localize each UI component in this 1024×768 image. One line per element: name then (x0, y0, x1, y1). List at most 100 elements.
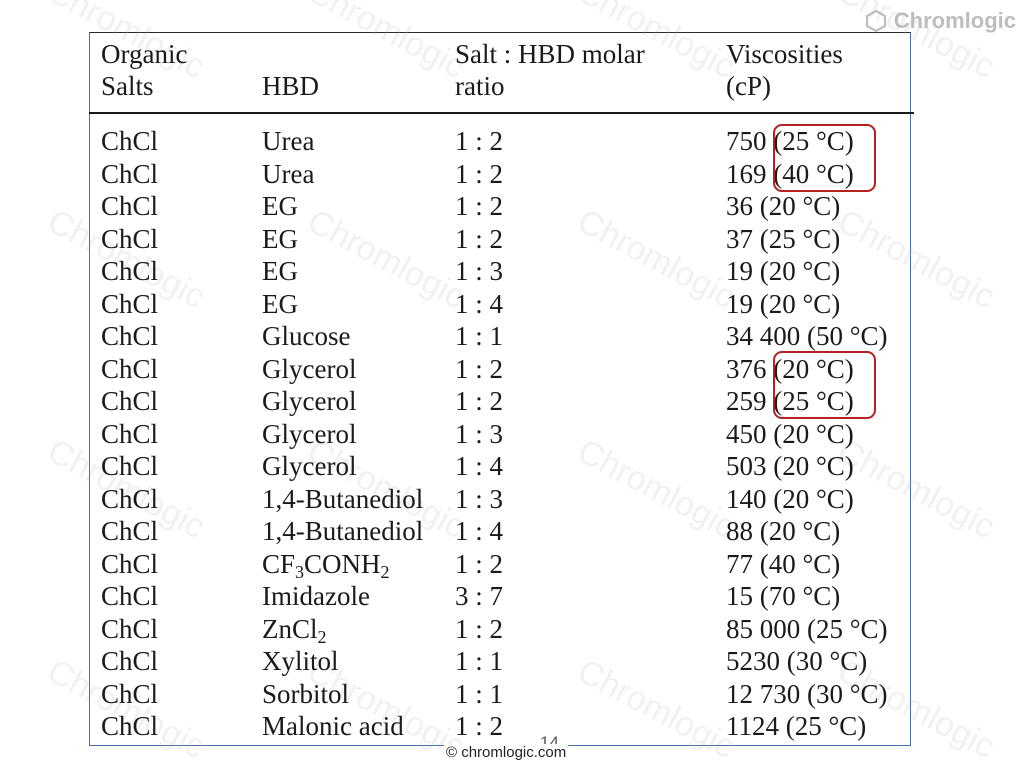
cell-viscosity: 5230 (30 °C) (726, 646, 868, 676)
cell-salt: ChCl (101, 516, 159, 546)
cell-viscosity: 88 (20 °C) (726, 516, 841, 546)
cell-viscosity: 450 (20 °C) (726, 418, 854, 449)
header-hbd: HBD (262, 38, 319, 102)
cell-hbd: Sorbitol (262, 678, 350, 709)
header-hbd-line2: HBD (262, 71, 320, 101)
cell-salt: ChCl (101, 581, 159, 611)
cell-salt: ChCl (101, 256, 159, 286)
cell-viscosity: 34 400 (50 °C) (726, 321, 888, 351)
cell-viscosity: 140 (20 °C) (726, 483, 854, 514)
cell-hbd: Malonic acid (262, 711, 404, 741)
cell-salt: ChCl (101, 158, 159, 189)
cell-hbd: EG (262, 256, 298, 286)
brand-logo: Chromlogic (864, 8, 1016, 34)
cell-hbd: Glycerol (262, 386, 357, 416)
cell-salt: ChCl (101, 613, 159, 644)
header-salt-line2: Salts (101, 71, 154, 101)
hexagon-logo-icon (865, 9, 886, 33)
cell-hbd: ZnCl2 (262, 613, 327, 653)
logo-text: Chromlogic (893, 8, 1016, 33)
cell-ratio: 1 : 4 (455, 516, 504, 546)
cell-viscosity: 12 730 (30 °C) (726, 678, 888, 709)
cell-salt: ChCl (101, 126, 159, 156)
cell-ratio: 1 : 2 (455, 353, 504, 384)
cell-viscosity: 77 (40 °C) (726, 548, 841, 579)
cell-viscosity: 85 000 (25 °C) (726, 613, 888, 644)
header-visc-line2: (cP) (726, 71, 771, 101)
cell-hbd: Imidazole (262, 581, 370, 611)
cell-viscosity: 503 (20 °C) (726, 451, 854, 481)
cell-salt: ChCl (101, 321, 159, 351)
header-ratio-line1: Salt : HBD molar (455, 39, 645, 69)
formula-part: CONH (304, 548, 381, 579)
cell-salt: ChCl (101, 386, 159, 416)
header-ratio-line2: ratio (455, 71, 505, 101)
header-hbd-line1 (262, 38, 319, 70)
cell-ratio: 1 : 1 (455, 321, 504, 351)
cell-viscosity: 1124 (25 °C) (726, 711, 867, 741)
cell-viscosity: 15 (70 °C) (726, 581, 841, 611)
cell-hbd: Urea (262, 126, 315, 156)
cell-hbd: Xylitol (262, 646, 339, 676)
cell-ratio: 1 : 2 (455, 386, 504, 416)
header-rule (89, 112, 914, 114)
cell-hbd: Glycerol (262, 451, 357, 481)
cell-salt: ChCl (101, 191, 159, 221)
cell-hbd: Glycerol (262, 418, 357, 449)
cell-salt: ChCl (101, 483, 159, 514)
subscript: 3 (295, 561, 305, 582)
cell-viscosity: 36 (20 °C) (726, 191, 841, 221)
cell-salt: ChCl (101, 288, 159, 319)
cell-ratio: 1 : 2 (455, 223, 504, 254)
cell-hbd: 1,4-Butanediol (262, 516, 424, 546)
header-molar-ratio: Salt : HBD molar ratio (455, 38, 645, 102)
cell-salt: ChCl (101, 711, 159, 741)
highlight-box-urea-temps (773, 124, 876, 192)
cell-viscosity: 37 (25 °C) (726, 223, 841, 254)
header-visc-line1: Viscosities (726, 39, 843, 69)
cell-salt: ChCl (101, 451, 159, 481)
cell-ratio: 1 : 2 (455, 548, 504, 579)
cell-salt: ChCl (101, 353, 159, 384)
cell-viscosity: 19 (20 °C) (726, 256, 841, 286)
cell-ratio: 1 : 4 (455, 451, 504, 481)
cell-ratio: 1 : 3 (455, 483, 504, 514)
cell-hbd: 1,4-Butanediol (262, 483, 424, 514)
header-salt-line1: Organic (101, 39, 188, 69)
cell-ratio: 1 : 2 (455, 126, 504, 156)
header-viscosities: Viscosities (cP) (726, 38, 843, 102)
cell-ratio: 1 : 2 (455, 613, 504, 644)
cell-viscosity: 750 (25 °C) (726, 126, 854, 156)
cell-viscosity: 19 (20 °C) (726, 288, 841, 319)
cell-viscosity: 376 (20 °C) (726, 353, 854, 384)
cell-salt: ChCl (101, 418, 159, 449)
highlight-box-glycerol-temps (773, 351, 876, 419)
formula-part: CF (262, 548, 296, 579)
cell-hbd: EG (262, 223, 298, 254)
cell-hbd: Glycerol (262, 353, 357, 384)
cell-viscosity: 169 (40 °C) (726, 158, 854, 189)
cell-ratio: 3 : 7 (455, 581, 504, 611)
cell-hbd: Urea (262, 158, 315, 189)
cell-ratio: 1 : 2 (455, 158, 504, 189)
header-organic-salts: Organic Salts (101, 38, 187, 102)
cell-ratio: 1 : 1 (455, 678, 504, 709)
cell-ratio: 1 : 3 (455, 418, 504, 449)
cell-ratio: 1 : 2 (455, 191, 504, 221)
cell-hbd: CF3CONH2 (262, 548, 390, 588)
cell-hbd: Glucose (262, 321, 351, 351)
cell-salt: ChCl (101, 646, 159, 676)
formula-part: ZnCl (262, 613, 318, 644)
cell-ratio: 1 : 3 (455, 256, 504, 286)
cell-viscosity: 259 (25 °C) (726, 386, 854, 416)
copyright-text: © chromlogic.com (444, 744, 569, 761)
cell-ratio: 1 : 4 (455, 288, 504, 319)
cell-hbd: EG (262, 288, 298, 319)
cell-ratio: 1 : 1 (455, 646, 504, 676)
cell-ratio: 1 : 2 (455, 711, 504, 741)
cell-salt: ChCl (101, 548, 159, 579)
cell-salt: ChCl (101, 223, 159, 254)
cell-salt: ChCl (101, 678, 159, 709)
cell-hbd: EG (262, 191, 298, 221)
subscript: 2 (317, 626, 327, 647)
